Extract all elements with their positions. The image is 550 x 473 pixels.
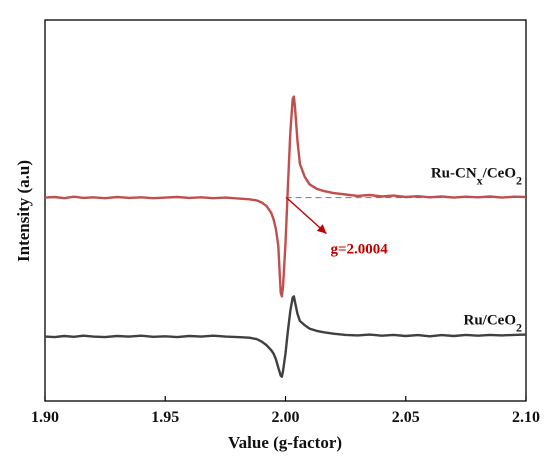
x-tick-label: 1.90 (31, 409, 59, 426)
series-label-ru-sub2: 2 (516, 321, 522, 335)
series-label-ru-cnx: Ru-CNx/CeO2 (431, 166, 522, 188)
series-label-ru-main: Ru/CeO (464, 313, 517, 329)
annotation-arrowhead (316, 224, 327, 234)
x-tick-label: 1.95 (151, 409, 179, 426)
y-axis-title: Intensity (a.u) (14, 160, 33, 262)
x-tick-label: 2.10 (512, 409, 540, 426)
x-axis-ticks: 1.90 1.95 2.00 2.05 2.10 (31, 396, 540, 426)
annotation-label: g=2.0004 (330, 242, 388, 258)
series-line-ru-cnx (44, 95, 527, 298)
series-label-ru-cnx-sub1: x (477, 174, 483, 188)
x-tick-label: 2.00 (272, 409, 300, 426)
series-label-ru-cnx-sub2: 2 (516, 174, 522, 188)
x-axis-title: Value (g-factor) (228, 433, 342, 452)
x-tick-label: 2.05 (392, 409, 420, 426)
series-label-ru: Ru/CeO2 (464, 313, 523, 335)
series-label-ru-cnx-mid: /CeO (482, 166, 516, 182)
series-label-ru-cnx-main: Ru-CN (431, 166, 477, 182)
series-line-ru (44, 295, 527, 378)
